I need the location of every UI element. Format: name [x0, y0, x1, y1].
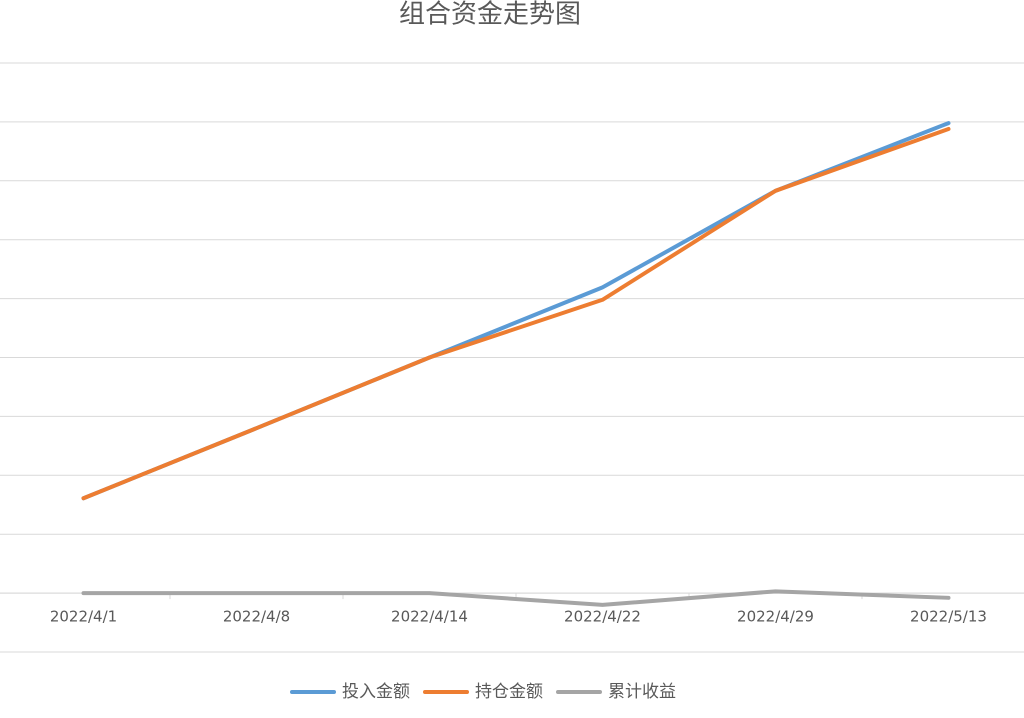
chart-title: 组合资金走势图	[399, 0, 581, 30]
x-tick-label: 2022/4/14	[391, 608, 468, 626]
x-tick-label: 2022/4/1	[50, 608, 117, 626]
x-tick-label: 2022/4/29	[737, 608, 814, 626]
legend-label: 持仓金额	[475, 682, 543, 702]
series-line	[81, 126, 951, 501]
series-line	[81, 589, 951, 607]
x-tick-label: 2022/4/8	[223, 608, 290, 626]
x-tick-label: 2022/5/13	[910, 608, 987, 626]
series-line	[81, 121, 951, 501]
legend-label: 累计收益	[608, 682, 676, 702]
x-tick-label: 2022/4/22	[564, 608, 641, 626]
legend-label: 投入金额	[342, 682, 410, 702]
